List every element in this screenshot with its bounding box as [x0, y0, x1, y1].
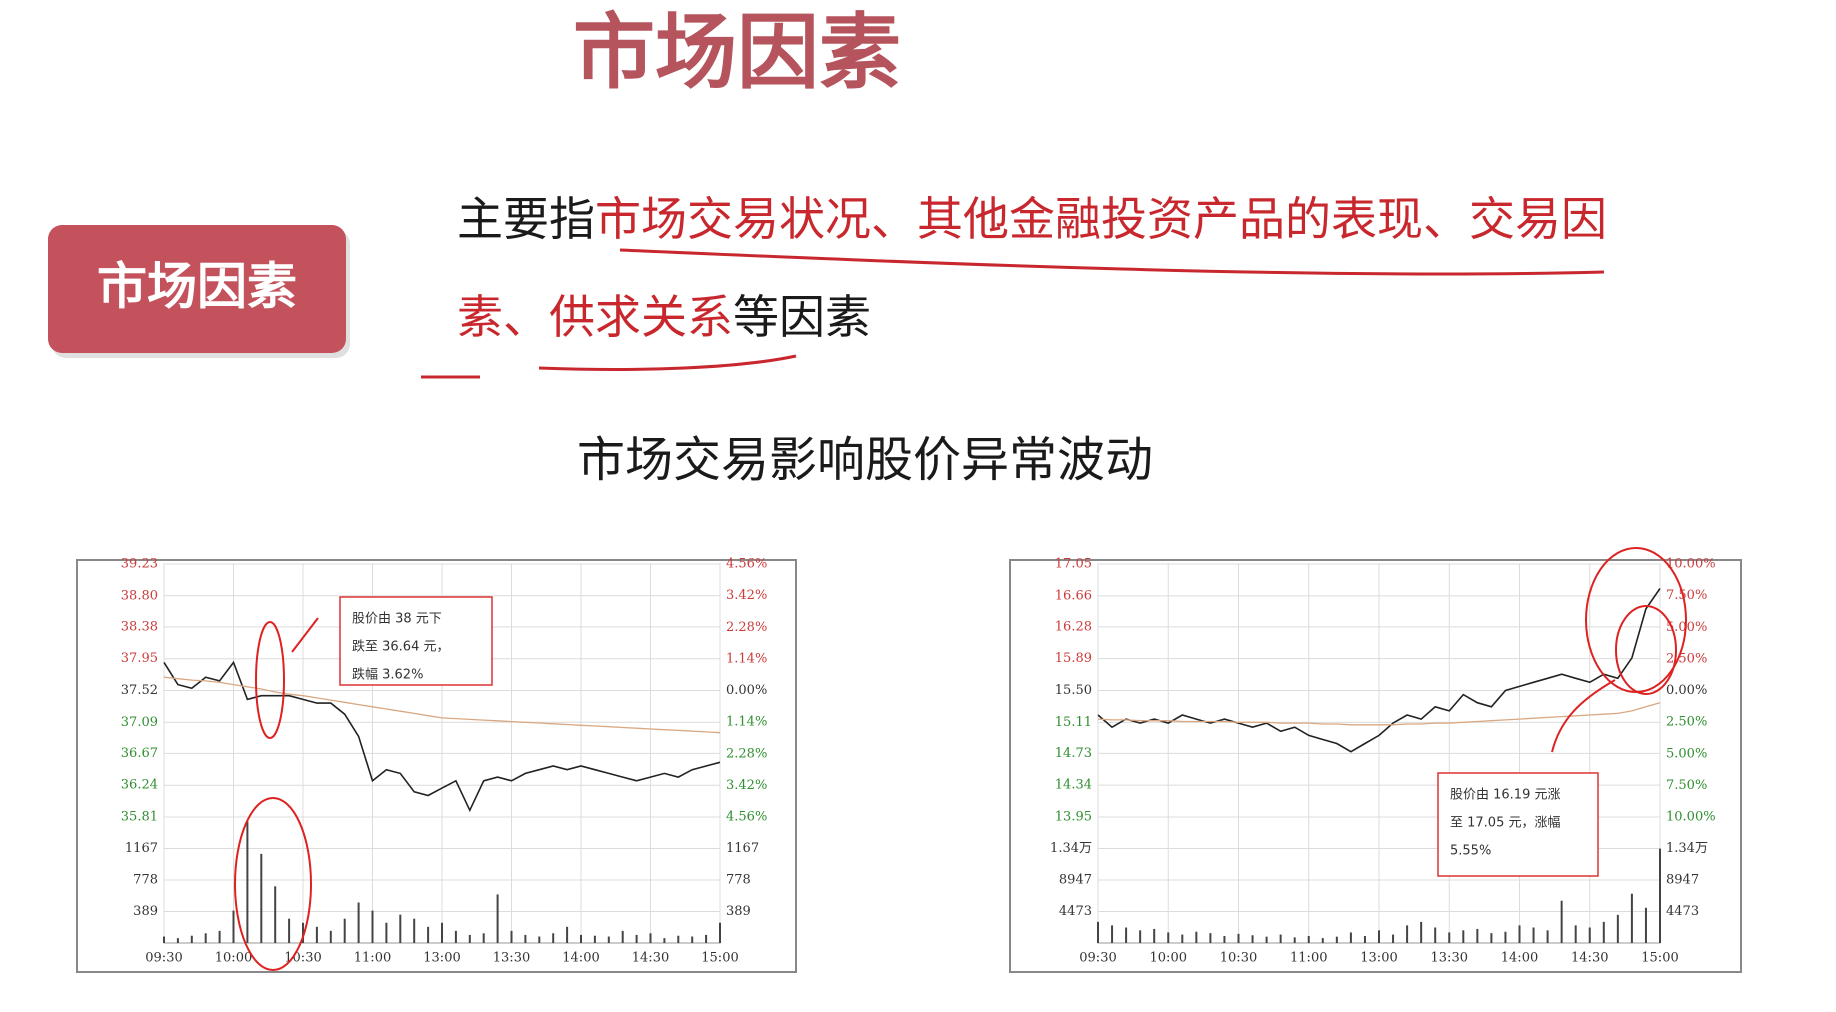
volume-tick-label: 778 — [726, 873, 751, 888]
y-tick-label: 35.81 — [121, 810, 158, 825]
y-tick-label: 37.09 — [121, 715, 158, 730]
y2-tick-label: 1.14% — [726, 715, 767, 730]
x-tick-label: 14:30 — [632, 951, 669, 966]
y2-tick-label: 2.28% — [726, 746, 767, 761]
x-tick-label: 11:00 — [1290, 951, 1327, 966]
y2-tick-label: 2.28% — [726, 620, 767, 635]
x-tick-label: 13:30 — [493, 951, 530, 966]
x-tick-label: 11:00 — [354, 951, 391, 966]
annotation-box — [1437, 772, 1599, 877]
y2-tick-label: 7.50% — [1666, 778, 1707, 793]
y-tick-label: 38.80 — [121, 588, 158, 603]
x-tick-label: 10:30 — [1220, 951, 1257, 966]
volume-tick-label: 389 — [133, 904, 158, 919]
y2-tick-label: 10.00% — [1666, 557, 1716, 572]
y-tick-label: 15.89 — [1055, 651, 1092, 666]
x-tick-label: 14:00 — [1501, 951, 1538, 966]
price-line — [1097, 588, 1661, 753]
x-tick-label: 15:00 — [701, 951, 738, 966]
underline — [538, 354, 797, 371]
badge — [48, 225, 346, 353]
x-tick-label: 13:00 — [423, 951, 460, 966]
circle-mark — [234, 797, 312, 971]
y-tick-label: 17.05 — [1055, 557, 1092, 572]
annotation-box — [339, 596, 493, 686]
volume-tick-label: 8947 — [1666, 872, 1699, 887]
y-tick-label: 16.28 — [1055, 619, 1092, 634]
volume-tick-label: 8947 — [1059, 872, 1092, 887]
y2-tick-label: 3.42% — [726, 778, 767, 793]
description-part: 素、供求关系 — [457, 290, 733, 344]
circle-mark — [255, 621, 285, 739]
y-tick-label: 36.67 — [121, 746, 158, 761]
y-tick-label: 14.34 — [1055, 778, 1092, 793]
x-tick-label: 10:30 — [284, 951, 321, 966]
y2-tick-label: 4.56% — [726, 557, 767, 572]
x-tick-label: 14:30 — [1571, 951, 1608, 966]
volume-tick-label: 1.34万 — [1666, 841, 1708, 856]
annotation-text: 5.55% — [1450, 844, 1491, 859]
y-tick-label: 16.66 — [1055, 588, 1092, 603]
y-tick-label: 37.52 — [121, 683, 158, 698]
annotation-text: 跌至 36.64 元， — [352, 639, 449, 655]
y2-tick-label: 7.50% — [1666, 588, 1707, 603]
y2-tick-label: 1.14% — [726, 651, 767, 666]
pointer — [291, 617, 319, 653]
annotation-text: 至 17.05 元，涨幅 — [1450, 816, 1560, 831]
underline — [989, 226, 1001, 232]
chart-frame — [1009, 559, 1742, 973]
volume-tick-label: 778 — [133, 873, 158, 888]
charts: 35.81 36.24 36.67 37.09 37.52 37.95 38.38 38.80… — [121, 557, 1716, 966]
description-part: 市场交易状况、其他金融投资产品的表现、交易因 — [595, 192, 1607, 246]
x-tick-label: 10:00 — [1150, 951, 1187, 966]
volume-tick-label: 1167 — [125, 841, 158, 856]
price-line — [1097, 702, 1661, 726]
volume-tick-label: 1.34万 — [1050, 841, 1092, 856]
x-tick-label: 09:30 — [1079, 951, 1116, 966]
y-tick-label: 39.23 — [121, 557, 158, 572]
y2-tick-label: 2.50% — [1666, 651, 1707, 666]
x-tick-label: 14:00 — [562, 951, 599, 966]
y2-tick-label: 0.00% — [1666, 683, 1707, 698]
annotation-text: 股价由 38 元下 — [352, 612, 442, 627]
y-tick-label: 36.24 — [121, 778, 158, 793]
x-tick-label: 15:00 — [1641, 951, 1678, 966]
slide-title: 市场因素 — [573, 5, 901, 100]
description-part: 等因素 — [733, 290, 871, 344]
y2-tick-label: 0.00% — [726, 683, 767, 698]
description-line: 素、供求关系等因素 — [457, 290, 871, 344]
description-line: 主要指市场交易状况、其他金融投资产品的表现、交易因 — [457, 192, 1607, 246]
x-tick-label: 10:00 — [215, 951, 252, 966]
circle-mark — [1615, 605, 1677, 695]
y2-tick-label: 2.50% — [1666, 715, 1707, 730]
volume-tick-label: 4473 — [1666, 904, 1699, 919]
x-tick-label: 09:30 — [145, 951, 182, 966]
y-tick-label: 13.95 — [1055, 810, 1092, 825]
annotation-text: 跌幅 3.62% — [352, 667, 423, 683]
y2-tick-label: 4.56% — [726, 810, 767, 825]
y-tick-label: 38.38 — [121, 619, 158, 634]
chart-frame — [76, 559, 797, 973]
badge-text: 市场因素 — [97, 258, 297, 316]
y-tick-label: 15.50 — [1055, 683, 1092, 698]
description-part: 主要指 — [457, 192, 595, 246]
annotation-text: 股价由 16.19 元涨 — [1450, 788, 1560, 803]
x-tick-label: 13:30 — [1431, 951, 1468, 966]
y2-tick-label: 3.42% — [726, 588, 767, 603]
volume-tick-label: 4473 — [1059, 904, 1092, 919]
y-tick-label: 15.11 — [1055, 715, 1092, 730]
y-tick-label: 37.95 — [121, 651, 158, 666]
volume-tick-label: 1167 — [726, 841, 759, 856]
volume-tick-label: 389 — [726, 904, 751, 919]
subtitle: 市场交易影响股价异常波动 — [577, 432, 1153, 488]
y2-tick-label: 10.00% — [1666, 810, 1716, 825]
x-tick-label: 13:00 — [1360, 951, 1397, 966]
y-tick-label: 14.73 — [1055, 746, 1092, 761]
y2-tick-label: 5.00% — [1666, 746, 1707, 761]
pointer — [1551, 679, 1616, 753]
underline — [619, 248, 1605, 276]
